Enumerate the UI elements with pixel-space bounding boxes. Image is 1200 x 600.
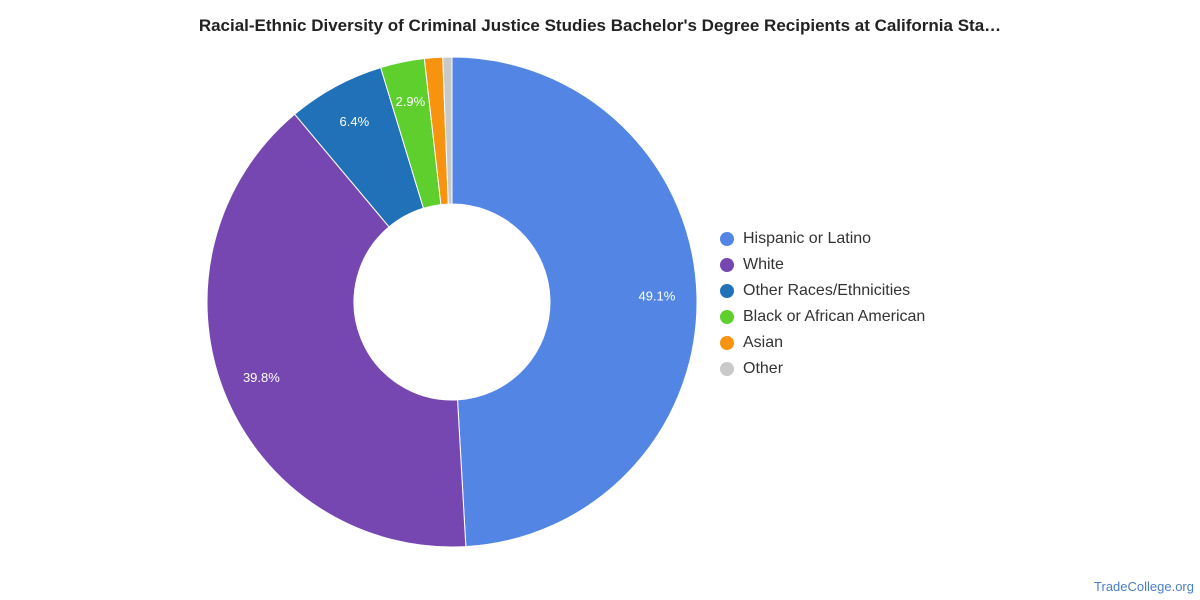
legend-swatch <box>720 310 734 324</box>
legend-item-hispanic-or-latino[interactable]: Hispanic or Latino <box>720 226 925 252</box>
legend-swatch <box>720 232 734 246</box>
legend-item-other[interactable]: Other <box>720 356 925 382</box>
data-label-white: 39.8% <box>243 370 280 385</box>
legend-label: Black or African American <box>743 308 926 325</box>
data-label-other-races-ethnicities: 6.4% <box>340 114 370 129</box>
legend-label: Other Races/Ethnicities <box>743 282 911 299</box>
slice-other[interactable] <box>442 56 453 205</box>
legend-item-asian[interactable]: Asian <box>720 330 925 356</box>
slice-white[interactable] <box>206 113 467 548</box>
legend-swatch <box>720 336 734 350</box>
legend-label: Other <box>743 360 784 377</box>
legend-label: Asian <box>743 334 784 351</box>
data-label-hispanic-or-latino: 49.1% <box>638 289 675 304</box>
legend-swatch <box>720 362 734 376</box>
legend-swatch <box>720 284 734 298</box>
chart-title: Racial-Ethnic Diversity of Criminal Just… <box>198 16 1002 35</box>
watermark[interactable]: TradeCollege.org <box>1094 579 1194 594</box>
legend-label: White <box>743 256 784 273</box>
chart-legend: Hispanic or Latino White Other Races/Ethni… <box>720 226 925 382</box>
legend-item-other-races-ethnicities[interactable]: Other Races/Ethnicities <box>720 278 925 304</box>
legend-swatch <box>720 258 734 272</box>
legend-item-black-or-african-american[interactable]: Black or African American <box>720 304 925 330</box>
slice-hispanic-or-latino[interactable] <box>451 56 698 548</box>
legend-label: Hispanic or Latino <box>743 230 872 247</box>
data-label-black-or-african-american: 2.9% <box>396 94 426 109</box>
legend-item-white[interactable]: White <box>720 252 925 278</box>
